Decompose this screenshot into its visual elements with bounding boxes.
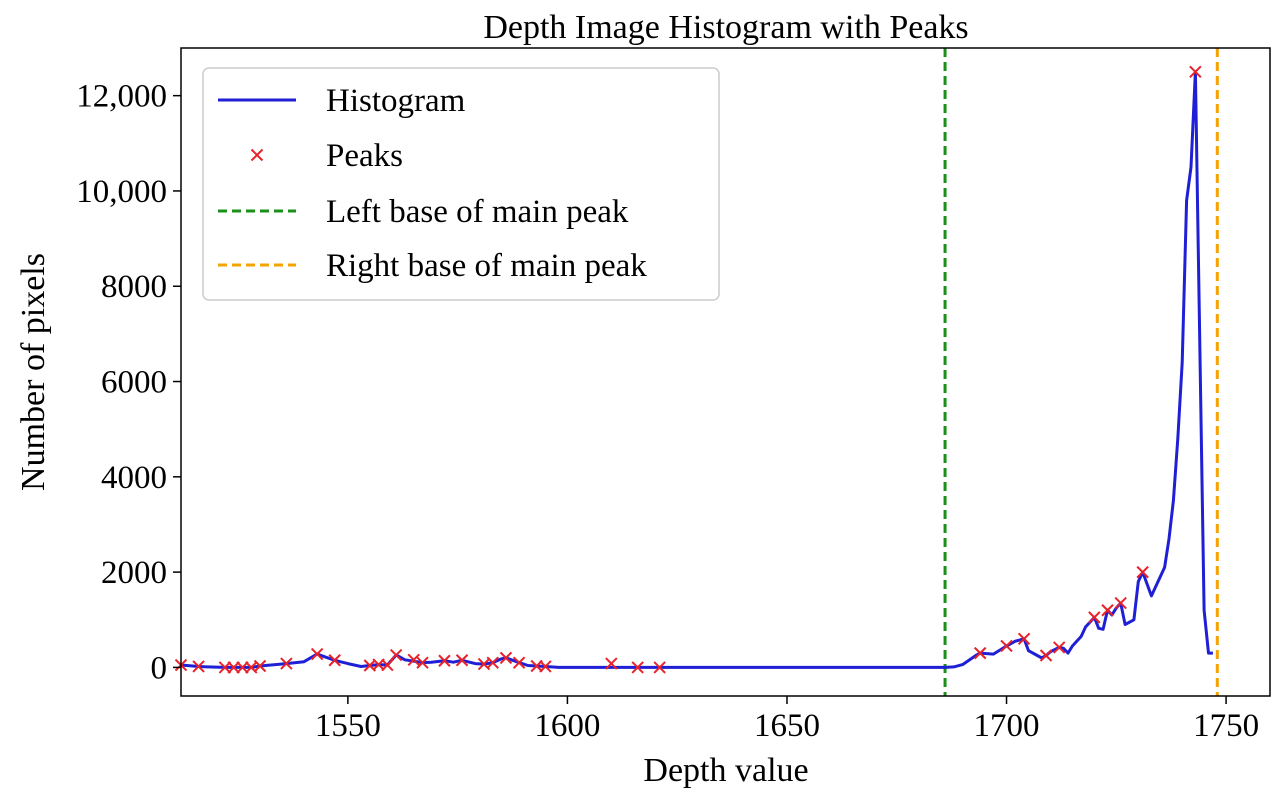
- peak-marker: [1189, 65, 1202, 79]
- y-tick-label: 8000: [101, 269, 167, 305]
- peak-marker: [407, 653, 420, 666]
- peak-marker: [253, 659, 267, 673]
- peak-marker: [539, 660, 552, 673]
- peak-marker: [280, 657, 293, 670]
- legend-marker-swatch: [250, 148, 264, 162]
- legend: Histogram Peaks Left base of main peak Righ…: [202, 67, 720, 301]
- x-tick-label: 1550: [315, 708, 381, 744]
- peak-marker: [1017, 632, 1031, 646]
- peak-marker: [973, 646, 987, 660]
- histogram-line: [180, 70, 1213, 669]
- y-tick-label: 6000: [101, 365, 167, 401]
- peak-marker: [328, 654, 341, 667]
- legend-box: [202, 67, 720, 301]
- peak-marker: [1114, 596, 1127, 610]
- peak-marker: [1039, 649, 1053, 662]
- legend-label: Peaks: [326, 138, 403, 174]
- vertical-lines: [943, 48, 1219, 696]
- peak-marker: [499, 651, 513, 665]
- peak-marker: [310, 647, 324, 661]
- legend-label: Histogram: [326, 83, 466, 119]
- peak-marker: [236, 661, 249, 674]
- x-tick-label: 1650: [754, 708, 820, 744]
- y-axis-ticks: 0 2000 4000 6000 8000 10,000 12,000: [76, 79, 181, 686]
- peak-marker: [227, 661, 240, 674]
- x-tick-label: 1600: [534, 708, 600, 744]
- legend-entry: Histogram: [218, 83, 466, 119]
- peak-marker: [389, 648, 403, 662]
- x-tick-label: 1750: [1193, 708, 1259, 744]
- y-tick-label: 2000: [101, 555, 167, 591]
- y-axis-label: Number of pixels: [15, 253, 52, 491]
- peak-marker: [218, 661, 232, 674]
- y-tick-label: 12,000: [76, 79, 167, 115]
- plot-area: [174, 48, 1219, 696]
- legend-entry: Left base of main peak: [218, 194, 629, 230]
- chart-title: Depth Image Histogram with Peaks: [483, 9, 968, 46]
- legend-label: Left base of main peak: [326, 194, 629, 230]
- y-tick-label: 0: [151, 650, 168, 686]
- peak-marker: [1101, 604, 1114, 617]
- plot-frame: [180, 47, 1271, 697]
- peak-marker: [1136, 565, 1149, 579]
- y-tick-label: 10,000: [76, 174, 167, 210]
- peak-marker: [512, 656, 526, 669]
- legend-entry: Peaks: [250, 138, 403, 174]
- peak-marker: [381, 658, 394, 672]
- x-tick-label: 1700: [974, 708, 1040, 744]
- peak-marker: [1053, 641, 1066, 654]
- peak-marker: [605, 657, 618, 670]
- peak-marker: [192, 660, 205, 673]
- peak-marker: [631, 661, 644, 674]
- peak-marker: [653, 661, 666, 674]
- peak-marker: [486, 656, 499, 669]
- peak-markers: [174, 65, 1202, 674]
- peak-marker: [455, 654, 469, 667]
- peak-marker: [1000, 639, 1013, 653]
- peak-marker: [416, 656, 429, 669]
- y-tick-label: 4000: [101, 460, 167, 496]
- legend-label: Right base of main peak: [326, 248, 647, 284]
- x-axis-ticks: 1550 1600 1650 1700 1750: [315, 696, 1259, 744]
- peak-marker: [438, 654, 451, 667]
- x-axis-label: Depth value: [643, 752, 808, 789]
- peak-marker: [1088, 611, 1101, 624]
- legend-entry: Right base of main peak: [218, 248, 647, 284]
